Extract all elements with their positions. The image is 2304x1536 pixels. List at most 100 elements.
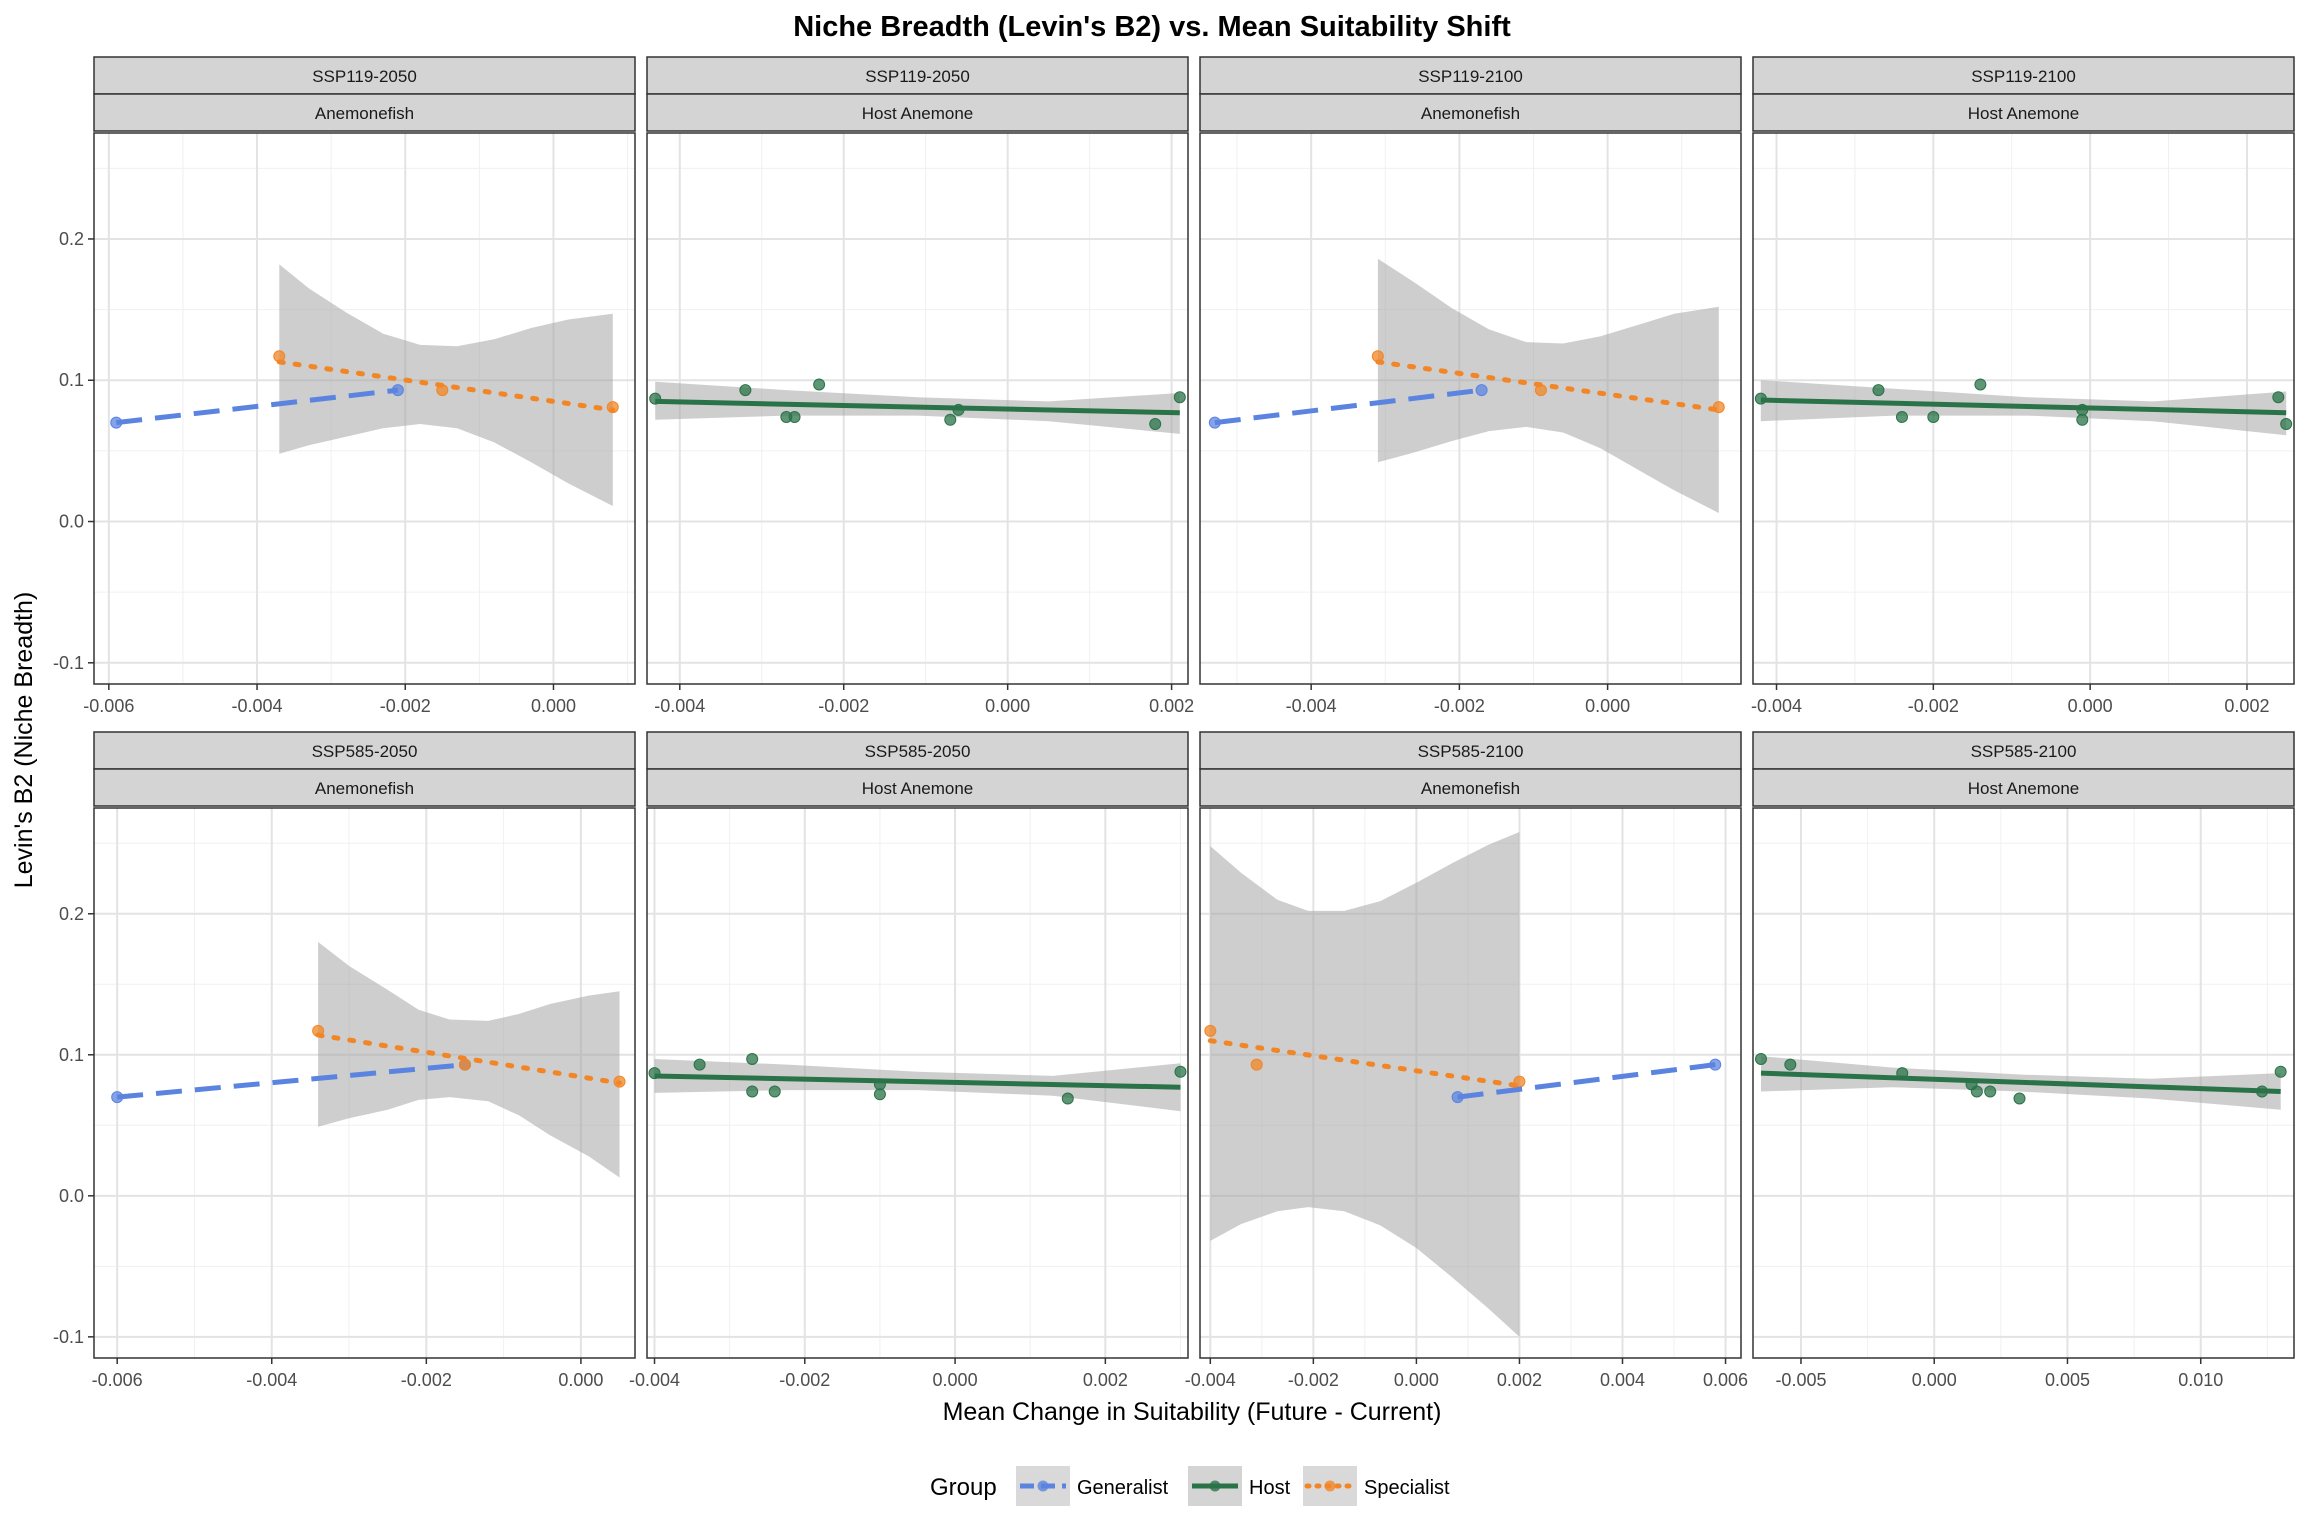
fit-line-generalist	[1457, 1062, 1716, 1100]
facet-group-label: Host Anemone	[1968, 779, 2080, 798]
facet-panel: SSP119-2100 Host Anemone -0.004 -0.002 0.000…	[1751, 56, 2295, 716]
facet-scenario-label: SSP119-2050	[312, 67, 417, 86]
x-tick-label: 0.010	[2178, 1370, 2223, 1390]
data-point-host	[746, 1053, 759, 1066]
x-tick-label: -0.004	[1185, 1370, 1236, 1390]
facet-strip-scenario	[93, 56, 636, 95]
facet-group-label: Anemonefish	[1421, 779, 1520, 798]
x-tick-label: 0.002	[1149, 696, 1194, 716]
data-point-host	[1173, 391, 1186, 404]
legend-entry-label: Host	[1249, 1477, 1291, 1499]
data-point-host	[1970, 1085, 1983, 1098]
x-tick-label: 0.005	[2045, 1370, 2090, 1390]
x-tick-label: -0.006	[92, 1370, 143, 1390]
data-point-host	[1149, 418, 1162, 431]
facet-scenario-label: SSP585-2050	[865, 742, 971, 761]
data-point-host	[788, 410, 801, 423]
legend: Group Generalist Host Specialist	[930, 1466, 1450, 1506]
facet-strip-scenario	[93, 731, 636, 770]
x-tick-label: -0.002	[818, 696, 869, 716]
facet-scenario-label: SSP585-2100	[1971, 742, 2077, 761]
facet-strip-scenario	[646, 56, 1189, 95]
panel-border	[1752, 132, 2295, 685]
legend-entry-label: Specialist	[1364, 1477, 1450, 1499]
data-point-host	[746, 1085, 759, 1098]
y-tick-label: 0.0	[59, 1186, 84, 1206]
x-tick-label: 0.000	[985, 696, 1030, 716]
facet-scenario-label: SSP119-2100	[1418, 67, 1523, 86]
facet-panel: SSP119-2050 Anemonefish -0.006 -0.004 -0.002…	[53, 56, 636, 716]
legend-key-point	[1037, 1480, 1049, 1492]
facet-scenario-label: SSP585-2050	[312, 742, 418, 761]
y-tick-label: 0.2	[59, 229, 84, 249]
facet-panel: SSP585-2050 Host Anemone -0.004 -0.002 0.000…	[629, 731, 1189, 1390]
facet-strip-group	[1199, 768, 1742, 807]
facet-panel: SSP585-2100 Anemonefish -0.004 -0.002 0.000 0…	[1185, 731, 1748, 1390]
x-tick-label: 0.000	[2068, 696, 2113, 716]
data-point-host	[768, 1085, 781, 1098]
confidence-band	[318, 942, 620, 1178]
data-point-host	[2013, 1092, 2026, 1105]
facet-strip-group	[93, 93, 636, 132]
confidence-band	[1377, 258, 1719, 513]
facet-group-label: Anemonefish	[315, 779, 414, 798]
x-tick-label: -0.002	[779, 1370, 830, 1390]
facet-strip-scenario	[1199, 56, 1742, 95]
data-point-host	[873, 1088, 886, 1101]
data-point-host	[2280, 418, 2293, 431]
fit-line-host	[1760, 397, 2287, 416]
fit-line-host	[654, 1073, 1181, 1090]
y-tick-label: -0.1	[53, 653, 84, 673]
x-tick-label: 0.002	[2224, 696, 2269, 716]
facet-strip-scenario	[1199, 731, 1742, 770]
data-point-host	[1984, 1085, 1997, 1098]
x-tick-label: 0.000	[1585, 696, 1630, 716]
facet-strip-group	[646, 768, 1189, 807]
fit-line-generalist	[116, 1062, 466, 1100]
panel-border	[1199, 807, 1742, 1359]
data-point-host	[1784, 1058, 1797, 1071]
x-tick-label: -0.004	[629, 1370, 680, 1390]
x-tick-label: 0.002	[1497, 1370, 1542, 1390]
data-point-host	[1927, 410, 1940, 423]
facet-panel: SSP119-2050 Host Anemone -0.004 -0.002 0.000…	[646, 56, 1194, 716]
data-point-host	[1061, 1092, 1074, 1105]
x-tick-label: -0.004	[1286, 696, 1337, 716]
x-tick-label: 0.004	[1600, 1370, 1645, 1390]
facet-strip-group	[1199, 93, 1742, 132]
y-tick-label: 0.1	[59, 1045, 84, 1065]
x-tick-label: 0.000	[558, 1370, 603, 1390]
fit-line-specialist	[1207, 1038, 1522, 1089]
x-tick-label: -0.004	[246, 1370, 297, 1390]
y-tick-label: 0.0	[59, 512, 84, 532]
legend-title: Group	[930, 1474, 997, 1501]
y-tick-label: 0.1	[59, 370, 84, 390]
data-point-host	[2274, 1065, 2287, 1078]
fit-line-specialist	[1375, 359, 1722, 413]
legend-entry-label: Generalist	[1077, 1477, 1169, 1499]
facet-strip-group	[646, 93, 1189, 132]
x-tick-label: 0.000	[1394, 1370, 1439, 1390]
fit-line-generalist	[1214, 387, 1482, 426]
data-point-host	[2076, 413, 2089, 426]
fit-line-host	[655, 398, 1180, 416]
facet-group-label: Host Anemone	[862, 104, 974, 123]
x-tick-label: 0.000	[1912, 1370, 1957, 1390]
x-tick-label: -0.002	[401, 1370, 452, 1390]
data-point-host	[1895, 410, 1908, 423]
x-tick-label: -0.004	[232, 696, 283, 716]
x-tick-label: -0.006	[83, 696, 134, 716]
data-point-host	[813, 378, 826, 391]
y-tick-label: -0.1	[53, 1327, 84, 1347]
facet-strip-scenario	[1752, 56, 2295, 95]
fit-line-host	[1760, 1070, 2281, 1094]
data-point-specialist	[1204, 1024, 1217, 1037]
y-axis-label: Levin's B2 (Niche Breadth)	[10, 592, 38, 889]
x-tick-label: -0.002	[1434, 696, 1485, 716]
data-point-host	[1872, 384, 1885, 397]
x-tick-label: -0.002	[1288, 1370, 1339, 1390]
x-tick-label: 0.006	[1703, 1370, 1748, 1390]
facet-panel: SSP585-2050 Anemonefish -0.006 -0.004 -0.002…	[53, 731, 636, 1390]
facet-group-label: Anemonefish	[315, 104, 414, 123]
